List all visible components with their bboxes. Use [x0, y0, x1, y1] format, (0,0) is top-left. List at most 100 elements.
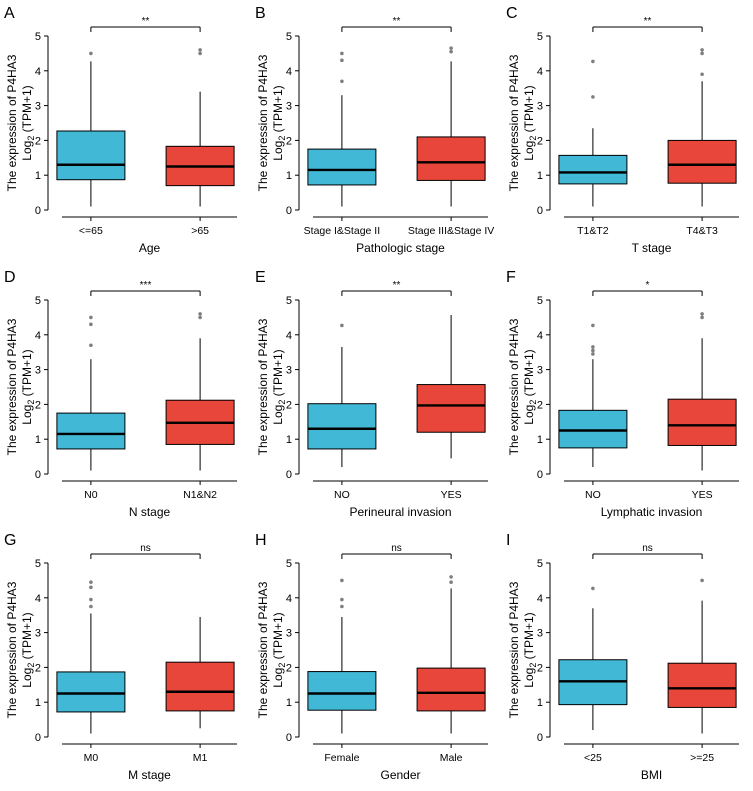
x-tick-label: NO: [585, 489, 601, 501]
y-tick-label: 3: [35, 628, 41, 640]
x-axis-title: Gender: [380, 768, 420, 782]
outlier-point: [89, 322, 93, 327]
y-axis-subtitle: Log2 (TPM+1): [271, 85, 287, 160]
x-axis-title: M stage: [128, 768, 171, 782]
panel-letter: G: [4, 532, 16, 549]
y-tick-label: 5: [286, 295, 292, 307]
box-group2: [667, 139, 737, 184]
significance-label: **: [644, 16, 652, 27]
x-tick-label: YES: [692, 489, 713, 501]
box-group2: [667, 662, 737, 708]
outlier-point: [591, 323, 595, 328]
outlier-point: [700, 72, 704, 77]
y-tick-label: 2: [537, 662, 543, 674]
y-tick-label: 2: [286, 662, 292, 674]
y-axis-title: The expression of P4HA3: [256, 581, 270, 718]
panel-e: E 0 1 2 3 4 5 The expression of P4HA3 Log2 (TPM+…: [255, 269, 488, 519]
significance-label: **: [393, 280, 401, 291]
outlier-point: [700, 51, 704, 56]
x-tick-label: Female: [324, 752, 359, 764]
panel-letter: H: [255, 532, 267, 549]
y-axis-title: The expression of P4HA3: [5, 318, 19, 455]
y-tick-label: 3: [537, 101, 543, 113]
x-axis-title: N stage: [129, 505, 171, 519]
y-tick-label: 1: [35, 170, 41, 182]
y-tick-label: 4: [537, 66, 543, 78]
y-tick-label: 2: [286, 399, 292, 411]
box-group2: [165, 661, 235, 712]
box-group1: [558, 409, 628, 449]
y-tick-label: 1: [286, 697, 292, 709]
y-tick-label: 4: [286, 66, 292, 78]
x-tick-label: N1&N2: [183, 489, 217, 501]
panel-letter: D: [4, 269, 16, 286]
y-axis-title: The expression of P4HA3: [5, 54, 19, 191]
x-tick-label: Male: [440, 752, 463, 764]
y-axis-subtitle: Log2 (TPM+1): [271, 349, 287, 424]
y-axis-subtitle: Log2 (TPM+1): [522, 612, 538, 687]
y-tick-label: 2: [35, 662, 41, 674]
significance-label: **: [142, 16, 150, 27]
x-tick-label: T1&T2: [577, 225, 609, 237]
y-tick-label: 3: [35, 365, 41, 377]
y-tick-label: 5: [537, 295, 543, 307]
box-group1: [307, 403, 377, 450]
outlier-point: [89, 580, 93, 584]
y-tick-label: 0: [35, 469, 41, 481]
y-tick-label: 2: [286, 135, 292, 147]
outlier-point: [340, 597, 344, 602]
outlier-point: [449, 580, 453, 584]
x-tick-label: >65: [191, 225, 209, 237]
significance-label: ns: [140, 543, 151, 554]
y-tick-label: 5: [35, 31, 41, 43]
y-axis-subtitle: Log2 (TPM+1): [20, 85, 36, 160]
y-tick-label: 2: [537, 399, 543, 411]
x-tick-label: <=65: [79, 225, 103, 237]
outlier-point: [449, 46, 453, 50]
y-tick-label: 5: [286, 31, 292, 43]
y-tick-label: 0: [286, 205, 292, 217]
outlier-point: [198, 315, 202, 320]
y-axis-title: The expression of P4HA3: [256, 318, 270, 455]
box-group2: [416, 667, 486, 712]
y-axis-title: The expression of P4HA3: [507, 318, 521, 455]
box-group2: [416, 384, 486, 433]
significance-label: **: [393, 16, 401, 27]
y-tick-label: 1: [537, 697, 543, 709]
y-tick-label: 1: [35, 697, 41, 709]
outlier-point: [449, 575, 453, 579]
box-group1: [558, 154, 628, 185]
outlier-point: [89, 315, 93, 320]
box-group1: [56, 412, 126, 450]
outlier-point: [340, 604, 344, 609]
outlier-point: [89, 51, 93, 56]
x-axis-title: Perineural invasion: [349, 505, 451, 519]
y-tick-label: 5: [35, 295, 41, 307]
outlier-point: [591, 345, 595, 349]
x-axis-title: Pathologic stage: [356, 241, 445, 255]
outlier-point: [591, 95, 595, 99]
significance-label: ns: [391, 543, 402, 554]
y-tick-label: 0: [537, 469, 543, 481]
outlier-point: [591, 59, 595, 64]
y-tick-label: 5: [35, 558, 41, 570]
box-group1: [56, 130, 126, 181]
outlier-point: [700, 315, 704, 320]
box-group1: [56, 671, 126, 713]
box-group1: [307, 148, 377, 186]
x-tick-label: M1: [193, 752, 208, 764]
outlier-point: [89, 604, 93, 609]
y-tick-label: 0: [35, 205, 41, 217]
outlier-point: [89, 597, 93, 602]
panel-i: I 0 1 2 3 4 5 The expression of P4HA3 Log2 (TPM+…: [506, 532, 739, 782]
y-tick-label: 2: [35, 135, 41, 147]
panel-d: D 0 1 2 3 4 5 The expression of P4HA3 Log2 (TPM+…: [4, 269, 237, 519]
panel-letter: A: [4, 5, 15, 22]
y-tick-label: 1: [286, 170, 292, 182]
y-tick-label: 5: [537, 558, 543, 570]
y-tick-label: 1: [286, 434, 292, 446]
panel-letter: E: [255, 269, 266, 286]
panel-letter: F: [506, 269, 516, 286]
x-tick-label: M0: [84, 752, 99, 764]
